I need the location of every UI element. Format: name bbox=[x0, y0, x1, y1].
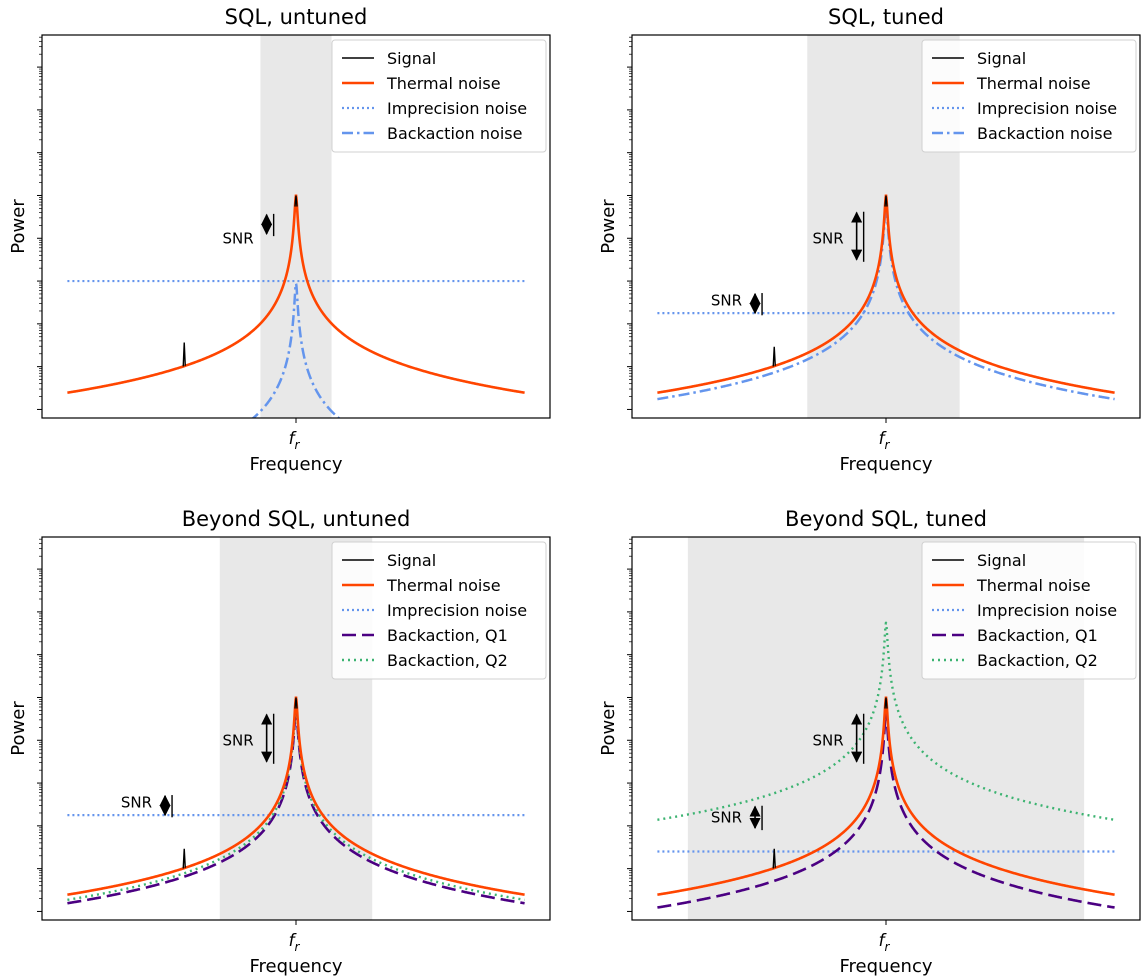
legend-item: Thermal noise bbox=[342, 74, 501, 93]
y-axis-label: Power bbox=[598, 701, 619, 756]
legend-label: Thermal noise bbox=[386, 576, 501, 595]
signal-spike-resonance bbox=[884, 195, 888, 207]
snr-label: SNR bbox=[812, 731, 843, 749]
x-tick-label: fr bbox=[879, 429, 891, 452]
legend-item: Backaction, Q1 bbox=[932, 626, 1098, 645]
legend-item: Backaction noise bbox=[932, 124, 1112, 143]
y-axis-label: Power bbox=[8, 701, 29, 756]
legend-label: Thermal noise bbox=[976, 74, 1091, 93]
y-axis-ticks bbox=[627, 538, 632, 912]
plot-area bbox=[657, 194, 1115, 401]
signal-spike-resonance bbox=[294, 195, 298, 207]
signal-spike-off-resonance bbox=[772, 346, 776, 367]
y-axis-ticks bbox=[37, 36, 42, 410]
legend-label: Signal bbox=[977, 551, 1026, 570]
snr-label: SNR bbox=[711, 291, 742, 309]
x-axis-label: Frequency bbox=[840, 454, 933, 475]
chart-title: Beyond SQL, tuned bbox=[785, 507, 987, 531]
legend-label: Imprecision noise bbox=[977, 601, 1117, 620]
legend-item: Backaction, Q1 bbox=[342, 626, 508, 645]
plot-area bbox=[67, 696, 525, 905]
chart-title: Beyond SQL, untuned bbox=[182, 507, 411, 531]
legend-label: Imprecision noise bbox=[387, 99, 527, 118]
legend-label: Signal bbox=[977, 49, 1026, 68]
legend-label: Backaction, Q2 bbox=[977, 651, 1098, 670]
legend-label: Backaction, Q1 bbox=[977, 626, 1098, 645]
legend-label: Thermal noise bbox=[976, 576, 1091, 595]
x-tick-label: fr bbox=[879, 931, 891, 954]
x-tick-label: fr bbox=[289, 429, 301, 452]
legend-item: Imprecision noise bbox=[342, 601, 527, 620]
legend-item: Backaction, Q2 bbox=[932, 651, 1098, 670]
legend-label: Signal bbox=[387, 551, 436, 570]
legend-item: Imprecision noise bbox=[932, 601, 1117, 620]
signal-spike-off-resonance bbox=[772, 848, 776, 869]
legend-item: Backaction noise bbox=[342, 124, 522, 143]
snr-label: SNR bbox=[222, 229, 253, 247]
legend: Signal Thermal noise Imprecision noise Back… bbox=[331, 39, 547, 153]
legend-item: Imprecision noise bbox=[342, 99, 527, 118]
legend-item: Thermal noise bbox=[932, 576, 1091, 595]
legend-label: Imprecision noise bbox=[387, 601, 527, 620]
legend-label: Signal bbox=[387, 49, 436, 68]
x-axis-label: Frequency bbox=[250, 454, 343, 475]
backaction-q2-line bbox=[657, 621, 1115, 821]
backaction-line bbox=[657, 203, 1115, 401]
x-tick-label: fr bbox=[289, 931, 301, 954]
legend: Signal Thermal noise Imprecision noise Back… bbox=[921, 39, 1137, 153]
x-axis-label: Frequency bbox=[250, 956, 343, 977]
chart-title: SQL, untuned bbox=[225, 5, 368, 29]
plot-area bbox=[67, 194, 525, 418]
signal-spike-off-resonance bbox=[182, 848, 186, 869]
legend-item: Signal bbox=[932, 551, 1026, 570]
legend-item: Imprecision noise bbox=[932, 99, 1117, 118]
y-axis-ticks bbox=[627, 36, 632, 410]
legend-label: Backaction, Q1 bbox=[387, 626, 508, 645]
y-axis-label: Power bbox=[8, 199, 29, 254]
signal-spike-off-resonance bbox=[182, 342, 186, 367]
chart-title: SQL, tuned bbox=[828, 5, 944, 29]
legend-label: Backaction, Q2 bbox=[387, 651, 508, 670]
legend: Signal Thermal noise Imprecision noise Back… bbox=[331, 541, 547, 680]
legend-item: Signal bbox=[342, 49, 436, 68]
legend-label: Thermal noise bbox=[386, 74, 501, 93]
y-axis-ticks bbox=[37, 538, 42, 912]
snr-label: SNR bbox=[711, 808, 742, 826]
legend-label: Backaction noise bbox=[977, 124, 1112, 143]
legend-item: Thermal noise bbox=[932, 74, 1091, 93]
legend-item: Signal bbox=[342, 551, 436, 570]
signal-spike-resonance bbox=[294, 697, 298, 709]
legend-label: Imprecision noise bbox=[977, 99, 1117, 118]
snr-label: SNR bbox=[222, 731, 253, 749]
legend-item: Signal bbox=[932, 49, 1026, 68]
legend-item: Thermal noise bbox=[342, 576, 501, 595]
plot-area bbox=[657, 621, 1115, 909]
legend-item: Backaction, Q2 bbox=[342, 651, 508, 670]
x-axis-label: Frequency bbox=[840, 956, 933, 977]
legend: Signal Thermal noise Imprecision noise Back… bbox=[921, 541, 1137, 680]
snr-label: SNR bbox=[121, 793, 152, 811]
legend-label: Backaction noise bbox=[387, 124, 522, 143]
signal-spike-resonance bbox=[884, 697, 888, 709]
sensitivity-band bbox=[260, 35, 332, 418]
y-axis-label: Power bbox=[598, 199, 619, 254]
snr-label: SNR bbox=[812, 229, 843, 247]
